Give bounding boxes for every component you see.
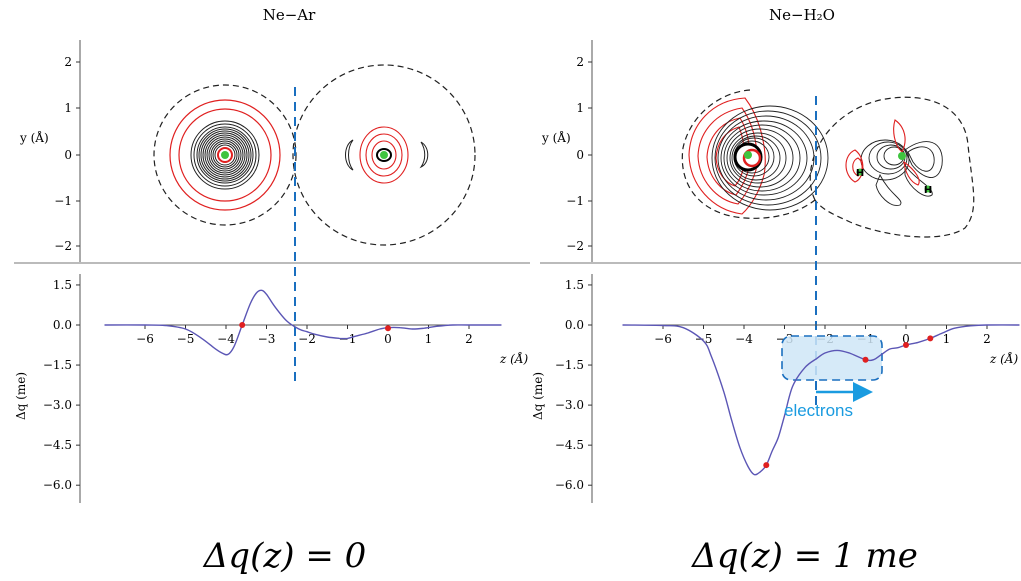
tick-label: −2 [54,239,72,253]
x-tick-label: 1 [943,332,951,346]
panel-title: Ne−H₂O [769,6,835,24]
positive-contour [359,126,409,184]
x-tick-label: −6 [136,332,154,346]
negative-contours [860,139,943,206]
positive-contour [178,108,272,202]
y-tick-label: 1.5 [565,278,584,292]
hydrogen-label: H [856,168,864,179]
charge-transfer-plot: −6 −5 −4 −3 −2 −1 0 1 21.50.0−1.5−3.0−4.5−6.0 z … [14,274,528,503]
dq-x-label: z (Å) [989,351,1018,366]
dq-curve [104,289,502,356]
contour-y-ticks: 2 1 0 −1 −2 [54,55,80,253]
ne-nucleus [744,151,752,159]
y-tick-label: −4.5 [43,438,72,452]
negative-contour [345,139,354,171]
negative-contours [190,120,260,190]
negative-contours [711,105,829,211]
ar-atom-contours [292,64,476,246]
negative-contour [419,141,429,169]
y-tick-label: −1.5 [555,358,584,372]
x-tick-label: 1 [425,332,433,346]
x-tick-label: −5 [177,332,195,346]
x-tick-label: −4 [217,332,235,346]
contour-plot: 2 1 0 −1 −2 y (Å) [14,40,530,264]
tick-label: 2 [576,55,584,69]
contour-plot: 2 1 0 −1 −2 y (Å) [540,40,1021,264]
panel-ne-h2o: Ne−H₂O 2 1 0 −1 −2 y (Å) [531,6,1021,576]
dq-curve [622,324,1020,476]
y-tick-label: −4.5 [555,438,584,452]
x-tick-label: 0 [902,332,910,346]
tick-label: 1 [64,101,72,115]
x-tick-label: 0 [384,332,392,346]
ne-nucleus [221,151,229,159]
tick-label: 0 [576,148,584,162]
hydrogen-label: H [924,185,932,196]
nucleus-marker [763,462,770,469]
x-tick-label: −2 [298,332,316,346]
contour-y-label: y (Å) [541,130,571,145]
o-nucleus [898,152,906,160]
water-contours: H H [809,96,975,238]
h2o-boundary [809,96,975,238]
y-tick-label: −6.0 [43,478,72,492]
tick-label: −1 [566,194,584,208]
dq-markers [239,322,391,332]
dq-y-label: Δq (me) [14,372,28,420]
ar-nucleus [380,151,388,159]
transfer-highlight-box [781,335,883,381]
nucleus-marker [385,325,391,332]
positive-contour [365,133,403,177]
caption: Δq(z) = 1 me [690,536,918,576]
dq-x-label: z (Å) [499,351,528,366]
dq-markers [763,335,934,469]
y-tick-label: 0.0 [565,318,584,332]
h-nucleus [924,185,932,193]
contour-y-ticks: 2 1 0 −1 −2 [566,55,592,253]
panel-title: Ne−Ar [263,6,316,24]
ne-atom-contours [681,89,829,219]
ar-boundary [292,64,476,246]
tick-label: −2 [566,239,584,253]
nucleus-marker [903,342,909,349]
ne-boundary [681,89,816,219]
y-tick-label: −6.0 [555,478,584,492]
y-tick-label: 1.5 [53,278,72,292]
tick-label: 0 [64,148,72,162]
positive-contour [371,140,397,170]
x-tick-label: 2 [465,332,473,346]
tick-label: 2 [64,55,72,69]
y-tick-label: 0.0 [53,318,72,332]
dq-y-label: Δq (me) [531,372,545,420]
y-tick-label: −3.0 [43,398,72,412]
electrons-label: electrons [784,401,853,420]
x-tick-label: −6 [654,332,672,346]
panel-ne-ar: Ne−Ar 2 1 0 −1 −2 y (Å) [14,6,530,576]
y-tick-label: −3.0 [555,398,584,412]
positive-contour [169,99,281,211]
tick-label: −1 [54,194,72,208]
ne-atom-contours [153,84,297,226]
contour-y-label: y (Å) [19,130,49,145]
nucleus-marker [927,335,934,342]
caption: Δq(z) = 0 [202,536,367,576]
tick-label: 1 [576,101,584,115]
nucleus-marker [239,322,246,328]
h-nucleus [856,168,864,176]
x-tick-label: −5 [695,332,713,346]
x-tick-label: 2 [983,332,991,346]
nucleus-marker [862,356,869,363]
x-tick-label: −3 [258,332,276,346]
x-tick-label: −4 [735,332,753,346]
y-tick-label: −1.5 [43,358,72,372]
